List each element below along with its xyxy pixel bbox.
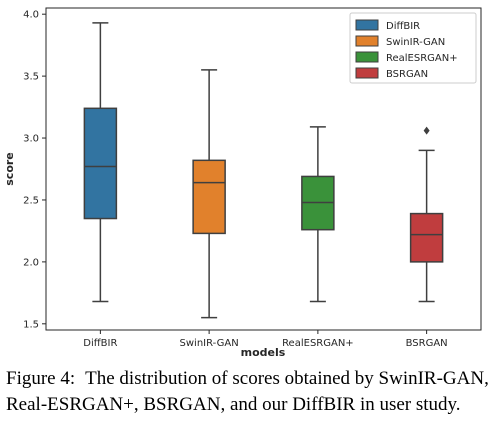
legend-swatch: [355, 19, 379, 31]
y-tick-label: 2.5: [23, 195, 39, 206]
legend-label: DiffBIR: [386, 21, 420, 32]
legend-label: SwinIR-GAN: [386, 37, 445, 48]
y-tick-label: 3.5: [23, 72, 39, 83]
x-axis-ticks: DiffBIR SwinIR-GAN RealESRGAN+ BSRGAN: [83, 330, 448, 349]
y-tick-label: 4.0: [23, 10, 39, 21]
legend: DiffBIR SwinIR-GAN RealESRGAN+ BSRGAN: [349, 12, 477, 84]
x-tick-label: SwinIR-GAN: [180, 338, 239, 349]
legend-swatch: [355, 35, 379, 47]
x-tick-label: DiffBIR: [83, 338, 117, 349]
legend-swatch: [355, 51, 379, 63]
y-axis-title: score: [3, 152, 16, 186]
box-group: [83, 22, 118, 303]
figure-caption: Figure 4: The distribution of scores obta…: [6, 366, 498, 418]
box-group: [301, 126, 335, 303]
box-plot-chart: 1.5 2.0 2.5 3.0 3.5 4.0 DiffBIR SwinIR-GAN Real…: [3, 7, 482, 359]
x-axis-title: models: [241, 346, 286, 359]
y-axis-ticks: 1.5 2.0 2.5 3.0 3.5 4.0: [23, 10, 46, 330]
y-tick-label: 1.5: [23, 319, 39, 330]
box-group: [192, 69, 226, 319]
box-group: [409, 126, 444, 303]
plot-frame: [45, 7, 482, 331]
y-tick-label: 2.0: [23, 257, 39, 268]
outlier-point: [423, 126, 430, 135]
legend-frame: [349, 12, 477, 84]
x-tick-label: BSRGAN: [406, 338, 448, 349]
legend-label: BSRGAN: [386, 69, 428, 80]
box-iqr: [409, 212, 444, 263]
caption-text: The distribution of scores obtained by S…: [6, 368, 489, 415]
box-series: [83, 22, 444, 319]
box-iqr: [192, 159, 226, 235]
box-iqr: [83, 107, 118, 220]
legend-swatch: [355, 67, 379, 79]
legend-label: RealESRGAN+: [386, 53, 458, 64]
x-tick-label: RealESRGAN+: [282, 338, 354, 349]
y-tick-label: 3.0: [23, 134, 39, 145]
caption-label: Figure 4:: [6, 368, 76, 389]
